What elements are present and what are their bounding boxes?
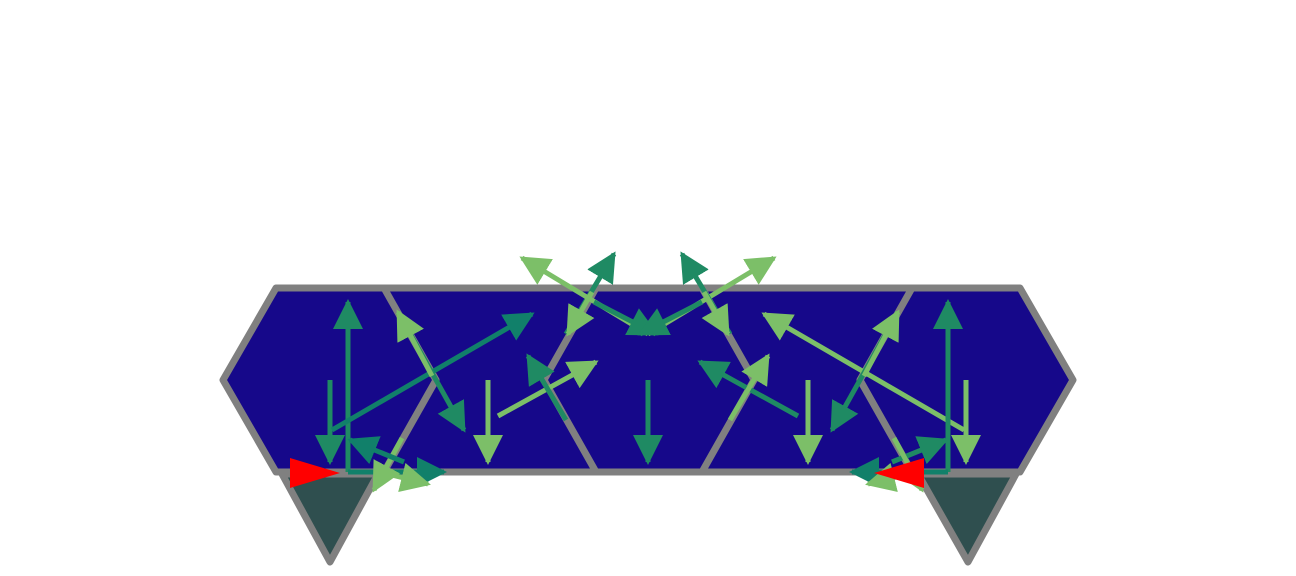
arrow-cl-diag-2 xyxy=(525,353,569,422)
force-arrows xyxy=(315,251,981,493)
arrow-right-small-1 xyxy=(891,436,949,465)
arrow-left-small-2 xyxy=(379,462,431,493)
right-load-arrow xyxy=(874,458,924,488)
arrow-left-light-up xyxy=(395,309,435,378)
arrow-left-small-1 xyxy=(347,436,405,465)
right-support xyxy=(914,470,1020,566)
arrow-right-light-up xyxy=(861,309,901,378)
arrow-left-light-down xyxy=(371,436,405,493)
arrow-cr-up-2 xyxy=(701,290,731,337)
left-support xyxy=(278,470,382,566)
arrow-cr-diag-2 xyxy=(727,353,771,422)
left-load-arrow xyxy=(290,458,340,488)
arrow-cr-center xyxy=(637,299,704,337)
